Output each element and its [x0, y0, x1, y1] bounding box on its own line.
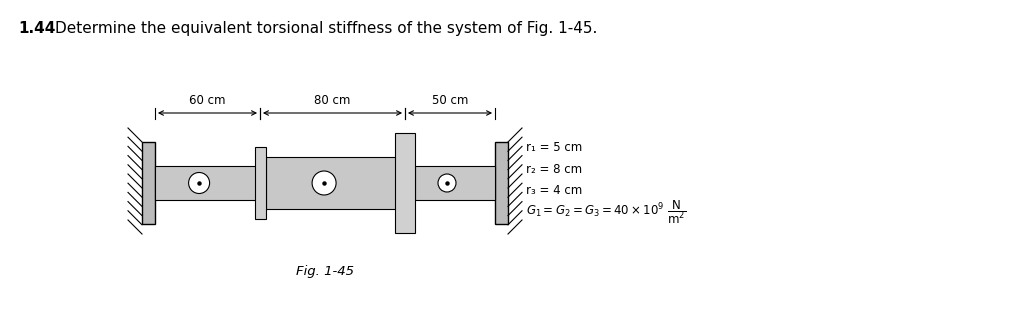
- Text: 50 cm: 50 cm: [432, 93, 468, 107]
- Bar: [265, 157, 406, 209]
- Bar: [495, 142, 508, 224]
- Text: 60 cm: 60 cm: [189, 93, 225, 107]
- Text: r₂ = 8 cm: r₂ = 8 cm: [526, 163, 582, 176]
- Ellipse shape: [188, 172, 210, 193]
- Ellipse shape: [312, 171, 336, 195]
- Text: Fig. 1-45: Fig. 1-45: [296, 265, 354, 278]
- Bar: [415, 166, 495, 200]
- Text: 80 cm: 80 cm: [314, 93, 350, 107]
- Bar: [155, 166, 260, 200]
- Bar: [255, 147, 265, 219]
- Text: $G_1 = G_2 = G_3 = 40 \times 10^9\ \dfrac{\mathrm{N}}{\mathrm{m}^2}$: $G_1 = G_2 = G_3 = 40 \times 10^9\ \dfra…: [526, 198, 686, 226]
- Text: 1.44: 1.44: [18, 21, 55, 36]
- Text: r₁ = 5 cm: r₁ = 5 cm: [526, 142, 583, 155]
- Bar: [395, 133, 415, 233]
- Bar: [142, 142, 155, 224]
- Ellipse shape: [438, 174, 456, 192]
- Text: Determine the equivalent torsional stiffness of the system of Fig. 1-45.: Determine the equivalent torsional stiff…: [55, 21, 597, 36]
- Text: r₃ = 4 cm: r₃ = 4 cm: [526, 184, 583, 197]
